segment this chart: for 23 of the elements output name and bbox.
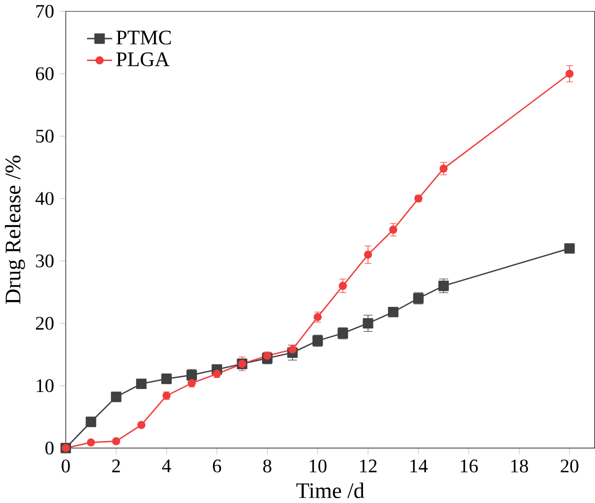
x-tick-label: 6 (212, 460, 222, 472)
x-tick-label: 12 (360, 460, 377, 472)
y-tick-label: 60 (36, 67, 54, 80)
x-axis-title: Time /d (296, 482, 364, 498)
y-axis-title: Drug Release /% (4, 156, 25, 304)
y-tick-label: 20 (36, 316, 54, 330)
x-tick-label: 8 (263, 460, 272, 472)
y-tick-label: 30 (36, 254, 54, 268)
x-tick-label: 2 (112, 460, 120, 472)
legend-label: PLGA (116, 52, 170, 66)
y-tick-label: 50 (36, 130, 54, 143)
x-tick-label: 10 (310, 460, 326, 472)
x-tick-label: 20 (560, 460, 578, 472)
y-tick-label: 0 (45, 442, 54, 454)
y-tick-label: 40 (36, 192, 54, 205)
x-tick-label: 4 (162, 460, 172, 472)
legend-label: PTMC (116, 30, 171, 44)
y-tick-label: 10 (36, 379, 54, 392)
y-tick-label: 70 (36, 4, 54, 18)
x-tick-label: 18 (511, 460, 528, 472)
x-tick-label: 14 (410, 460, 428, 472)
x-tick-label: 16 (460, 460, 478, 472)
x-tick-label: 0 (62, 460, 70, 472)
